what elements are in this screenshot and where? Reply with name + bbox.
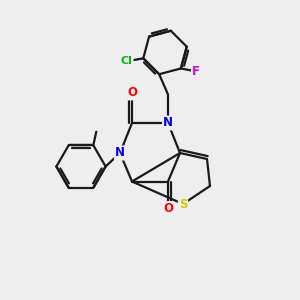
Text: S: S (179, 197, 187, 211)
Text: O: O (163, 202, 173, 215)
Text: F: F (192, 65, 200, 78)
Text: N: N (115, 146, 125, 160)
Text: O: O (127, 86, 137, 100)
Text: Cl: Cl (121, 56, 133, 66)
Text: N: N (163, 116, 173, 130)
